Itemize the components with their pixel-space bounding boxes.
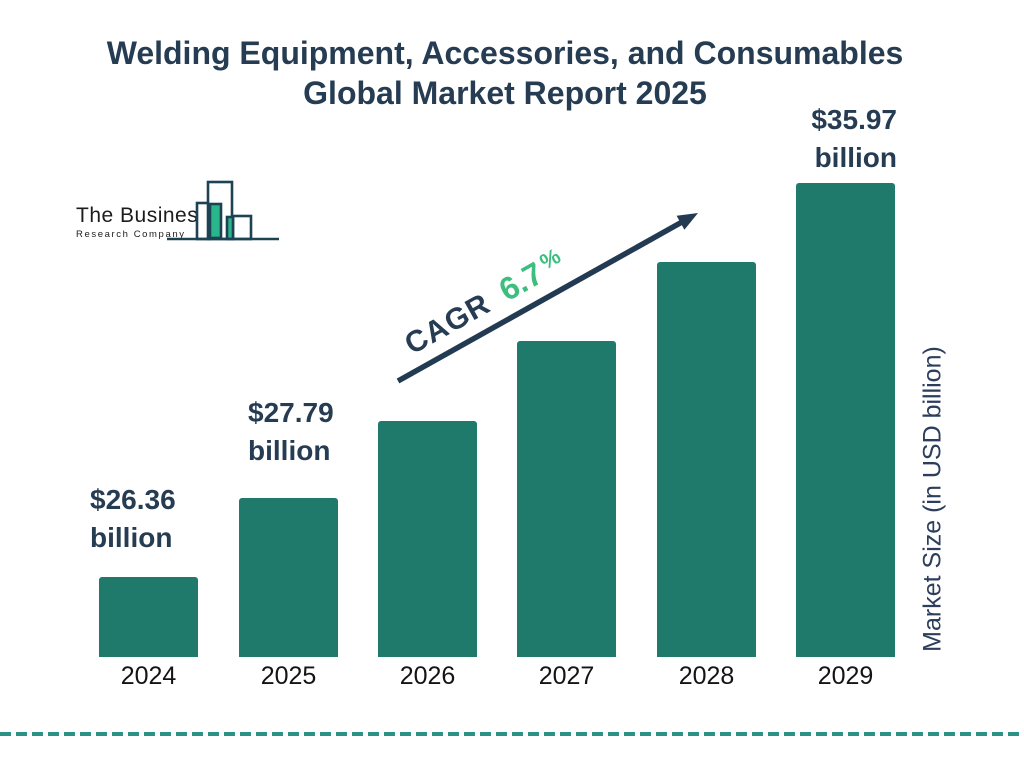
year-label-2027: 2027	[538, 662, 595, 690]
logo-name: The Business	[76, 204, 210, 227]
value-label-2029: $35.97 billion	[811, 101, 897, 177]
year-label-2029: 2029	[817, 662, 874, 690]
cagr-percent-sign: %	[536, 243, 565, 274]
bar-2024	[99, 577, 198, 657]
year-label-2028: 2028	[678, 662, 735, 690]
year-label-2026: 2026	[399, 662, 456, 690]
company-logo-text: The Business Research Company	[76, 204, 209, 240]
year-label-2025: 2025	[260, 662, 317, 690]
logo-subtitle: Research Company	[76, 229, 186, 240]
page-title: Welding Equipment, Accessories, and Cons…	[0, 33, 1010, 113]
y-axis-title: Market Size (in USD billion)	[918, 346, 947, 652]
value-unit-2024: billion	[90, 522, 173, 553]
bottom-dashed-divider	[0, 732, 1024, 736]
value-unit-2025: billion	[248, 435, 331, 466]
cagr-value: 6.7	[493, 255, 549, 308]
value-amount-2025: $27.79	[248, 397, 334, 428]
title-line-2: Global Market Report 2025	[303, 75, 707, 111]
value-amount-2029: $35.97	[811, 104, 897, 135]
bar-2029	[796, 183, 895, 657]
value-unit-2029: billion	[814, 142, 897, 173]
logo-bars-icon	[167, 180, 279, 241]
bar-2027	[517, 341, 616, 657]
bar-2028	[657, 262, 756, 657]
bar-2026	[378, 421, 477, 657]
company-logo: The Business Research Company	[76, 178, 286, 248]
value-label-2024: $26.36 billion	[90, 481, 176, 557]
title-line-1: Welding Equipment, Accessories, and Cons…	[106, 35, 904, 71]
cagr-label: CAGR	[399, 287, 496, 361]
value-amount-2024: $26.36	[90, 484, 176, 515]
trend-arrowhead	[676, 213, 698, 230]
bar-2025	[239, 498, 338, 657]
value-label-2025: $27.79 billion	[248, 394, 334, 470]
year-label-2024: 2024	[120, 662, 177, 690]
